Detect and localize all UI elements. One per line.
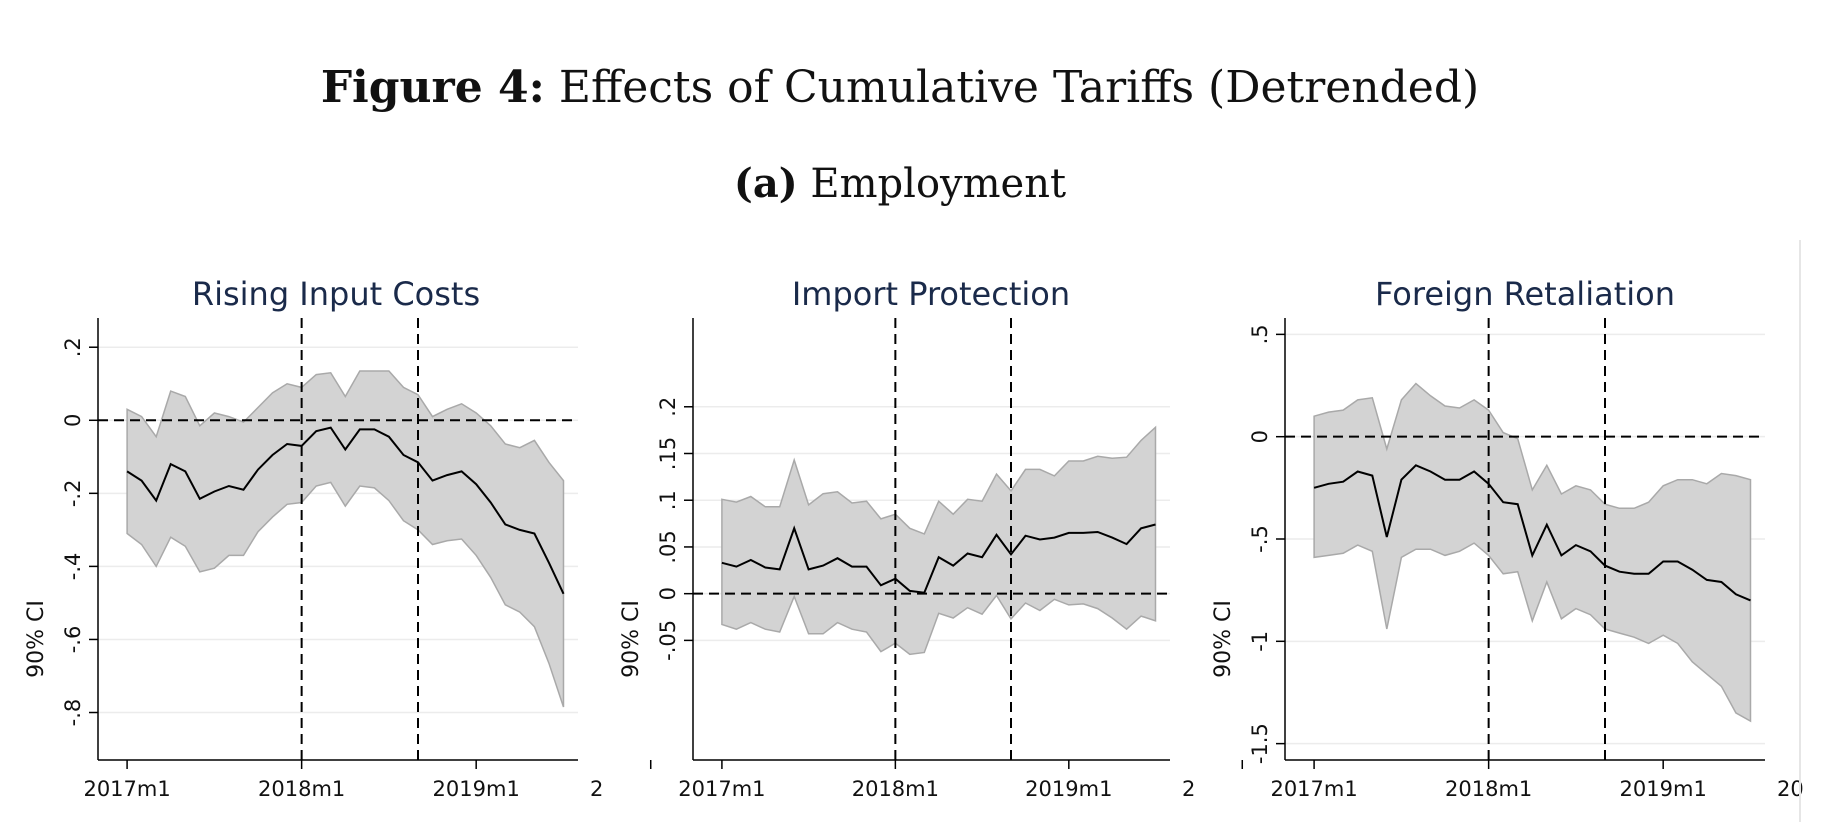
y-tick-label: .05: [656, 530, 680, 563]
y-tick-label: -1.5: [1248, 723, 1272, 764]
estimate-line: [126, 426, 565, 595]
x-tick-label: 2019m1: [1620, 777, 1707, 801]
figure-label: Figure 4:: [320, 62, 545, 113]
y-tick-label: -.4: [61, 553, 85, 581]
x-tick-label: 2017m1: [678, 777, 765, 801]
y-tick-label: -.6: [61, 626, 85, 654]
y-tick-label: -.05: [656, 620, 680, 661]
y-axis-title: 90% CI: [619, 600, 644, 678]
panel-title: Foreign Retaliation: [1375, 275, 1675, 313]
y-tick-label: .2: [61, 337, 85, 357]
x-tick-label: 2018m1: [852, 777, 939, 801]
x-tick-label: 2018m1: [258, 777, 345, 801]
y-tick-label: -.8: [61, 699, 85, 727]
y-tick-label: 0: [1248, 430, 1272, 443]
x-tick-label: 2: [590, 777, 603, 801]
subfigure-title-text: Employment: [810, 161, 1067, 207]
y-tick-label: 0: [61, 414, 85, 427]
estimate-line: [721, 523, 1156, 594]
x-tick-label: 2019m1: [433, 777, 520, 801]
subfigure-title: (a) Employment: [0, 160, 1800, 207]
x-tick-label: 2019m1: [1025, 777, 1112, 801]
y-tick-label: 0: [656, 587, 680, 600]
x-tick-label: 2017m1: [1270, 777, 1357, 801]
panel-title: Rising Input Costs: [192, 275, 480, 313]
y-axis-title: 90% CI: [24, 600, 49, 678]
x-tick-label: 2: [1182, 777, 1195, 801]
y-tick-label: .5: [1248, 324, 1272, 344]
figure-title: Figure 4: Effects of Cumulative Tariffs …: [0, 62, 1800, 113]
figure-title-text: Effects of Cumulative Tariffs (Detrended…: [558, 62, 1480, 113]
y-tick-label: .1: [656, 490, 680, 510]
y-tick-label: -1: [1248, 631, 1272, 652]
panel-3: Foreign Retaliation .5 0 -.5 -1 -1.5 90% CI 201…: [1211, 275, 1804, 801]
panel-2: Import Protection .2 .15 .1 .05 0 -.05 90% CI 20…: [619, 275, 1244, 801]
x-tick-label: 2018m1: [1445, 777, 1532, 801]
confidence-band: [126, 370, 565, 708]
y-axis-title: 90% CI: [1211, 600, 1236, 678]
panel-1: Rising Input Costs .2 0 -.2 -.4 -.6 -.8 90% CI 2…: [24, 275, 652, 801]
x-tick-label: 2017m1: [83, 777, 170, 801]
subfigure-label: (a): [733, 160, 798, 207]
y-tick-label: .15: [656, 437, 680, 470]
panel-title: Import Protection: [792, 275, 1070, 313]
confidence-band: [721, 425, 1157, 656]
estimate-line: [1313, 464, 1751, 602]
y-tick-label: -.2: [61, 480, 85, 508]
y-tick-label: .2: [656, 397, 680, 417]
y-tick-label: -.5: [1248, 525, 1272, 553]
